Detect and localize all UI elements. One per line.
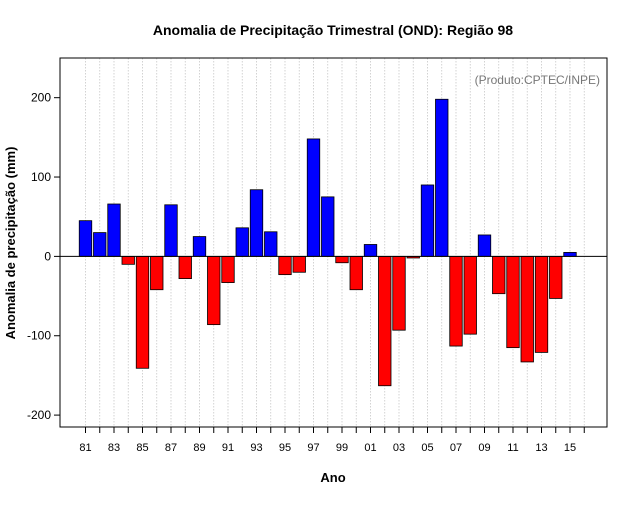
bar-14 bbox=[549, 255, 563, 299]
bar-90 bbox=[207, 255, 221, 326]
x-tick-label: 95 bbox=[279, 442, 291, 454]
bar-10 bbox=[492, 255, 506, 295]
x-tick-label: 05 bbox=[421, 442, 433, 454]
bar-92 bbox=[235, 227, 249, 257]
plot-frame bbox=[59, 57, 608, 428]
bar-82 bbox=[93, 232, 107, 257]
x-tick-label: 03 bbox=[393, 442, 405, 454]
x-axis-label: Ano bbox=[320, 470, 345, 485]
x-tick-label: 91 bbox=[222, 442, 234, 454]
x-tick-label: 11 bbox=[507, 442, 518, 454]
x-tick-label: 99 bbox=[336, 442, 348, 454]
x-tick-label: 15 bbox=[564, 442, 576, 454]
x-tick-label: 09 bbox=[478, 442, 490, 454]
bar-13 bbox=[534, 255, 549, 353]
x-tick-label: 83 bbox=[108, 442, 120, 454]
bar-97 bbox=[306, 138, 321, 257]
y-tick-label: -200 bbox=[27, 408, 51, 422]
product-annotation: (Produto:CPTEC/INPE) bbox=[475, 73, 600, 87]
bar-05 bbox=[420, 184, 435, 257]
bar-87 bbox=[164, 204, 178, 257]
bar-01 bbox=[363, 244, 378, 257]
bar-94 bbox=[264, 231, 278, 257]
y-axis-label: Anomalia de precipitação (mm) bbox=[3, 147, 18, 340]
chart-title: Anomalia de Precipitação Trimestral (OND… bbox=[153, 22, 513, 38]
bar-96 bbox=[292, 255, 306, 273]
bar-15 bbox=[563, 252, 577, 257]
y-tick-label: -100 bbox=[27, 329, 51, 343]
y-tick-label: 100 bbox=[31, 170, 51, 184]
bar-08 bbox=[463, 255, 477, 335]
bar-09 bbox=[477, 234, 492, 257]
x-tick-label: 07 bbox=[450, 442, 462, 454]
bar-98 bbox=[321, 196, 335, 257]
x-tick-label: 87 bbox=[165, 442, 177, 454]
bar-88 bbox=[178, 255, 192, 280]
x-tick-label: 97 bbox=[307, 442, 319, 454]
x-tick-label: 13 bbox=[535, 442, 547, 454]
x-tick-label: 85 bbox=[136, 442, 148, 454]
x-tick-label: 81 bbox=[79, 442, 91, 454]
bar-89 bbox=[192, 236, 207, 257]
bar-95 bbox=[278, 255, 292, 276]
bar-07 bbox=[449, 255, 463, 347]
grid-lines bbox=[85, 58, 585, 427]
x-tick-label: 93 bbox=[250, 442, 262, 454]
bar-93 bbox=[249, 189, 264, 257]
bar-06 bbox=[435, 98, 449, 257]
bar-03 bbox=[392, 255, 406, 331]
bar-86 bbox=[150, 255, 164, 291]
bar-00 bbox=[349, 255, 363, 291]
bar-02 bbox=[378, 255, 392, 387]
x-tick-label: 01 bbox=[364, 442, 376, 454]
y-axis: -200 -100 0 100 200 bbox=[27, 91, 60, 422]
bar-85 bbox=[135, 255, 150, 369]
bar-99 bbox=[335, 255, 349, 264]
y-tick-label: 200 bbox=[31, 91, 51, 105]
bar-81 bbox=[78, 220, 93, 257]
x-tick-label: 89 bbox=[193, 442, 205, 454]
y-tick-label: 0 bbox=[44, 249, 51, 263]
bar-11 bbox=[506, 255, 520, 349]
bar-12 bbox=[520, 255, 534, 363]
bar-84 bbox=[121, 255, 135, 265]
x-axis: 81 83 85 87 89 91 93 95 97 99 01 03 05 07 09 11 13 15 bbox=[79, 427, 585, 454]
bar-91 bbox=[221, 255, 235, 283]
bar-83 bbox=[107, 203, 121, 257]
